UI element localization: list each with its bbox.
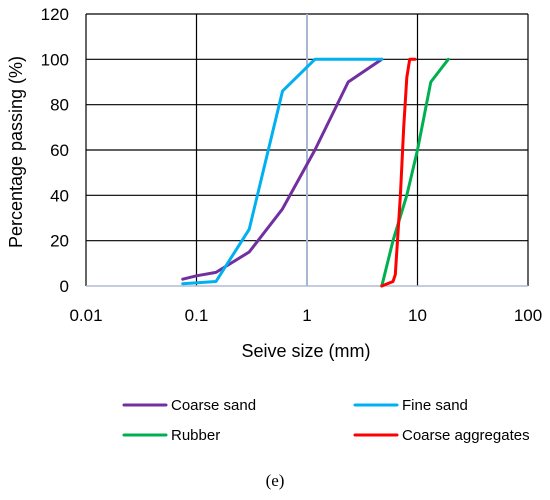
series-layer bbox=[181, 57, 450, 288]
x-tick-label: 0.01 bbox=[69, 306, 102, 325]
x-tick-label: 100 bbox=[514, 306, 542, 325]
grid bbox=[85, 13, 529, 287]
y-tick-label: 100 bbox=[41, 50, 69, 69]
series-line-coarse-aggregates bbox=[380, 57, 417, 288]
legend-label-fine-sand: Fine sand bbox=[402, 397, 468, 414]
y-tick-label: 80 bbox=[50, 96, 69, 115]
y-tick-label: 0 bbox=[60, 277, 69, 296]
y-tick-label: 60 bbox=[50, 141, 69, 160]
legend-label-coarse-sand: Coarse sand bbox=[171, 397, 256, 414]
y-axis-ticks: 0 20 40 60 80 100 120 bbox=[41, 5, 69, 296]
series-line-fine-sand bbox=[181, 57, 384, 286]
x-axis-ticks: 0.01 0.1 1 10 100 bbox=[69, 306, 542, 325]
legend-label-coarse-aggregates: Coarse aggregates bbox=[402, 427, 530, 444]
x-tick-label: 0.1 bbox=[185, 306, 209, 325]
y-axis-title: Percentage passing (%) bbox=[6, 56, 26, 248]
x-axis-title: Seive size (mm) bbox=[241, 341, 370, 361]
y-tick-label: 20 bbox=[50, 232, 69, 251]
y-tick-label: 40 bbox=[50, 186, 69, 205]
series-line-rubber bbox=[380, 57, 450, 288]
x-tick-label: 10 bbox=[408, 306, 427, 325]
legend-label-rubber: Rubber bbox=[171, 427, 220, 444]
legend: Coarse sand Fine sand Rubber Coarse aggrega… bbox=[122, 397, 530, 444]
figure-caption: (e) bbox=[266, 471, 285, 490]
y-tick-label: 120 bbox=[41, 5, 69, 24]
series-line-coarse-sand bbox=[181, 57, 384, 281]
x-tick-label: 1 bbox=[302, 306, 311, 325]
